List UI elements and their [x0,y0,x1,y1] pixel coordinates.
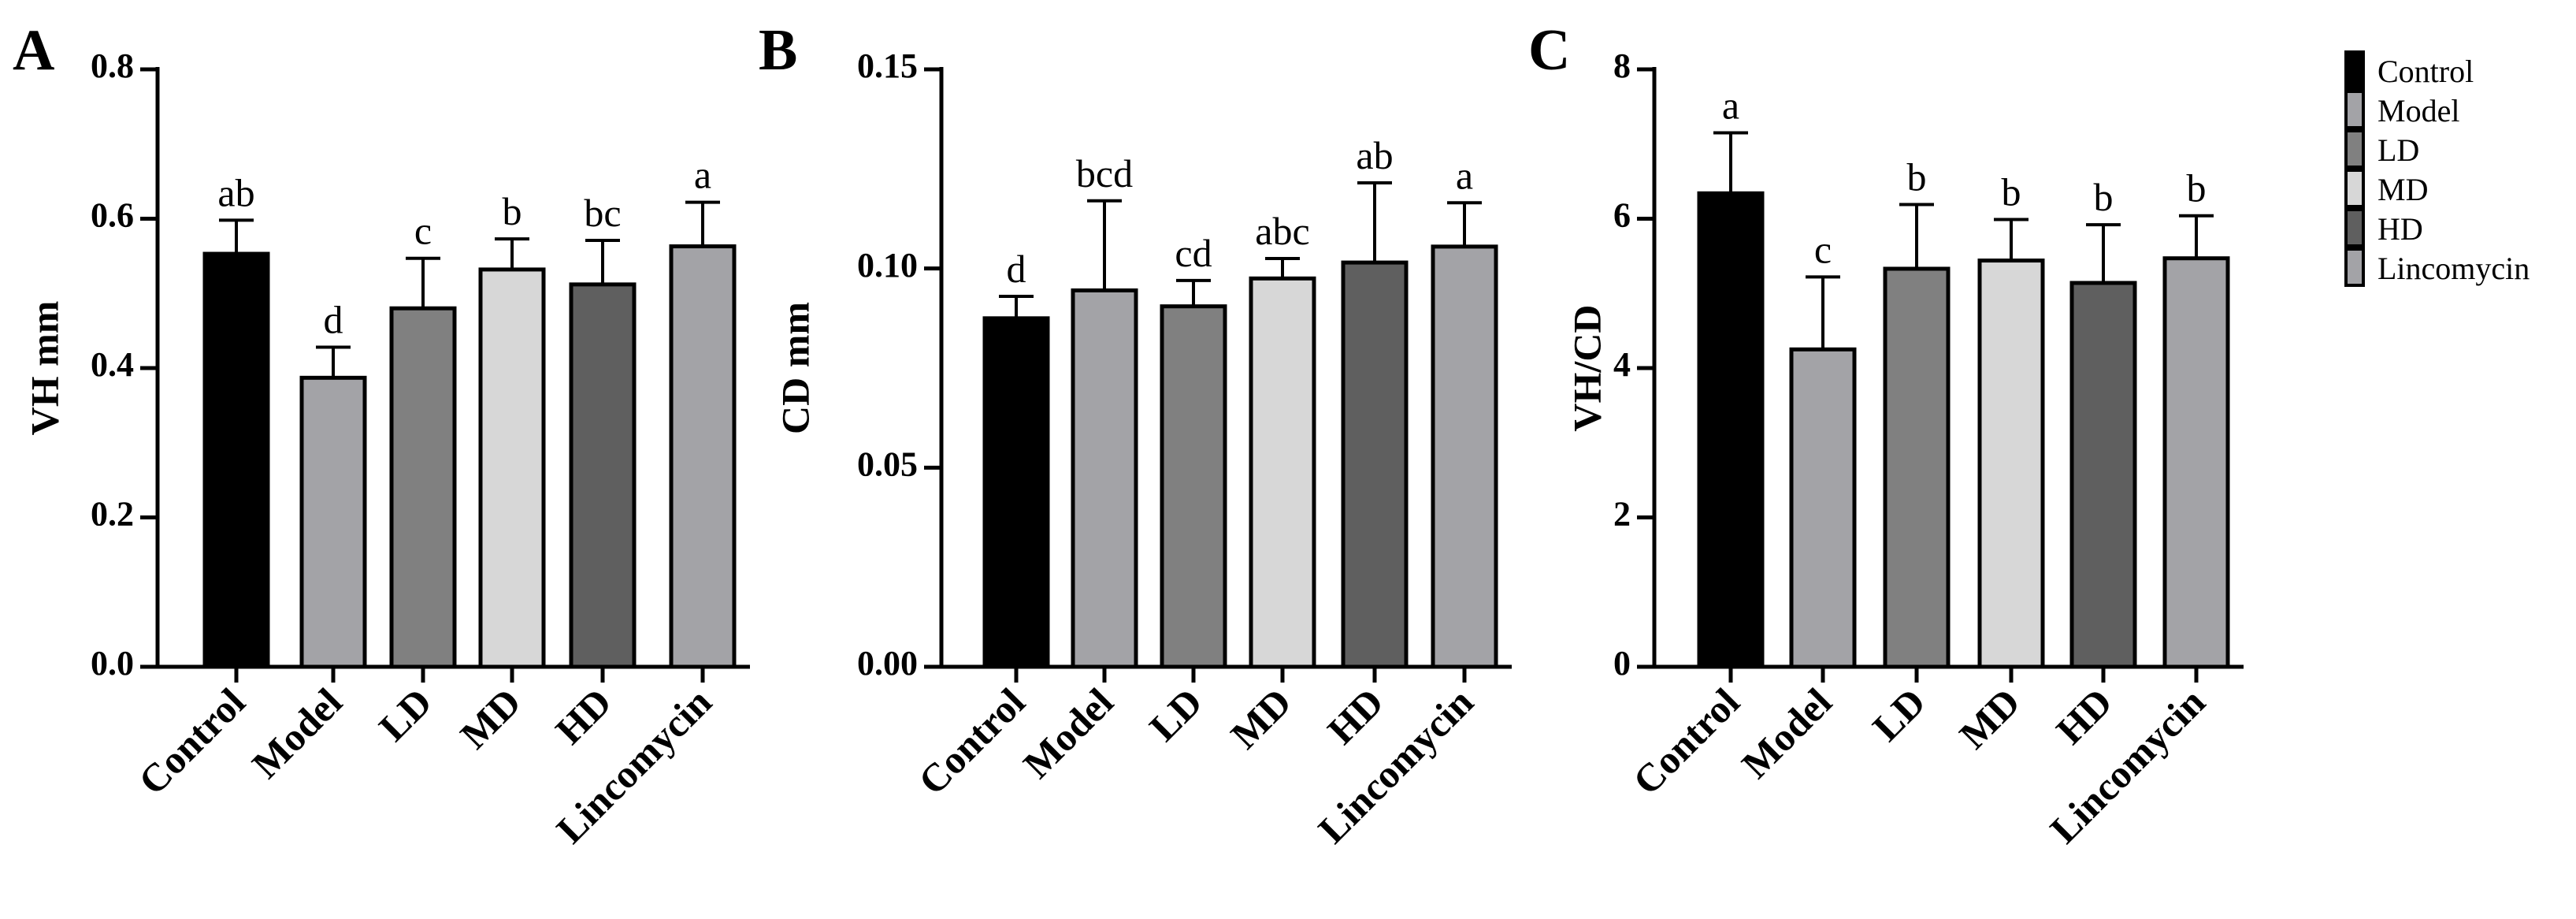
y-tick-label: 2 [1613,495,1631,534]
bar-ld [389,306,457,669]
x-tick-label: HD [547,679,620,753]
significance-label: d [324,297,343,341]
bar-model [1071,288,1138,669]
y-tick-label: 0.10 [857,246,918,285]
x-tick-label: HD [1319,679,1392,753]
x-tick-label: Control [1624,679,1748,803]
significance-label: c [414,209,432,253]
bar-hd [1341,260,1409,669]
legend-swatch [2344,247,2365,287]
bar-lincomycin [1431,244,1498,669]
legend-label: Lincomycin [2377,251,2530,286]
y-tick-label: 0.2 [91,495,134,534]
y-tick-label: 0.15 [857,47,918,85]
y-tick-label: 4 [1613,345,1631,384]
significance-label: a [694,153,711,197]
significance-label: b [2187,166,2207,210]
significance-label: abc [1255,209,1309,253]
legend-label: Control [2377,54,2474,89]
significance-label: b [503,189,522,233]
legend-swatch [2344,90,2365,129]
y-tick-label: 0.8 [91,47,134,85]
legend-label: MD [2377,172,2428,207]
y-tick-label: 8 [1613,47,1631,85]
x-tick-label: MD [451,679,529,757]
panel-letter-A: A [13,18,54,83]
y-tick-label: 0 [1613,644,1631,683]
y-tick-label: 0.6 [91,196,134,235]
bar-model [299,375,367,669]
x-tick-label: Model [1015,679,1122,787]
significance-label: b [2094,175,2114,219]
y-axis-label: VH mm [22,301,66,436]
significance-label: b [2002,169,2021,214]
y-tick-label: 0.4 [91,345,134,384]
x-tick-label: MD [1222,679,1300,757]
y-tick-label: 0.05 [857,445,918,483]
y-axis-label: CD mm [773,302,817,434]
x-tick-label: Control [910,679,1034,803]
legend-swatch [2344,50,2365,90]
panel-C: CVH/CD02468aControlcModelbLDbMDbHDbLinco… [1528,18,2244,852]
bar-control [982,316,1050,669]
x-tick-label: MD [1951,679,2029,757]
bar-hd [2069,281,2137,669]
x-tick-label: LD [1141,679,1211,750]
x-tick-label: LD [1864,679,1934,750]
bar-control [202,251,270,669]
significance-label: b [1907,154,1927,199]
x-tick-label: Model [243,679,351,787]
legend-label: HD [2377,211,2423,247]
panel-letter-B: B [759,18,797,83]
bar-ld [1883,266,1951,669]
x-tick-label: Model [1733,679,1840,787]
significance-label: a [1456,153,1473,197]
significance-label: cd [1175,231,1212,275]
legend-label: Model [2377,93,2459,128]
bar-ld [1160,304,1227,669]
legend-swatch [2344,129,2365,169]
significance-label: ab [217,170,254,214]
panel-B: B CD mm 0.00 0.05 0.10 0.15 d Control bcd Model cd… [759,18,1512,852]
legend: Control Model LD MD HD Lincomycin [2344,50,2530,287]
significance-label: bcd [1076,151,1133,195]
significance-label: a [1722,84,1739,128]
legend-swatch [2344,169,2365,208]
y-tick-label: 0.00 [857,644,918,683]
bar-control [1697,191,1765,669]
bar-lincomycin [2162,256,2230,669]
bar-md [1249,276,1316,669]
panel-A: AVH mm0.00.20.40.60.8abControldModelcLDb… [13,18,750,852]
bar-md [478,267,546,669]
legend-label: LD [2377,132,2419,168]
y-axis-label: VH/CD [1565,304,1609,431]
significance-label: d [1007,247,1026,291]
x-tick-label: Control [130,679,254,803]
panel-letter-C: C [1528,18,1570,83]
bar-hd [569,282,637,669]
bar-md [1977,259,2045,669]
y-tick-label: 0.0 [91,644,134,683]
significance-label: bc [584,191,621,235]
x-tick-label: LD [370,679,440,750]
significance-label: ab [1356,133,1393,177]
significance-label: c [1814,227,1832,271]
bar-model [1789,347,1857,669]
bar-lincomycin [669,244,737,669]
x-tick-label: HD [2047,679,2121,753]
legend-swatch [2344,208,2365,247]
y-tick-label: 6 [1613,196,1631,235]
